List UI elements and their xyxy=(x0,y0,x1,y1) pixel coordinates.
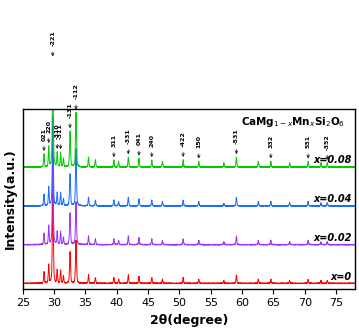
Text: -131: -131 xyxy=(67,102,73,127)
Text: 220: 220 xyxy=(46,120,51,142)
Text: 311: 311 xyxy=(111,134,116,156)
Text: -311: -311 xyxy=(58,123,63,148)
Text: CaMg$_{1-x}$Mn$_{x}$Si$_2$O$_6$: CaMg$_{1-x}$Mn$_{x}$Si$_2$O$_6$ xyxy=(241,115,345,128)
Text: -112: -112 xyxy=(74,84,79,109)
Text: 531: 531 xyxy=(306,135,311,158)
Text: -422: -422 xyxy=(181,131,186,156)
Text: -221: -221 xyxy=(50,30,55,56)
Text: -352: -352 xyxy=(325,134,330,159)
Text: 021: 021 xyxy=(42,128,47,150)
Text: 041: 041 xyxy=(136,132,141,155)
Y-axis label: Intensity(a.u.): Intensity(a.u.) xyxy=(4,149,17,249)
X-axis label: 2θ(degree): 2θ(degree) xyxy=(150,314,228,327)
Text: 240: 240 xyxy=(149,134,154,156)
Text: x=0: x=0 xyxy=(331,272,352,282)
Text: 332: 332 xyxy=(269,135,273,158)
Text: -331: -331 xyxy=(126,128,131,154)
Text: -531: -531 xyxy=(234,128,239,154)
Text: x=0.08: x=0.08 xyxy=(313,155,352,166)
Text: x=0.02: x=0.02 xyxy=(313,233,352,243)
Text: -310: -310 xyxy=(55,123,60,148)
Text: x=0.04: x=0.04 xyxy=(313,194,352,204)
Text: 150: 150 xyxy=(196,135,201,158)
